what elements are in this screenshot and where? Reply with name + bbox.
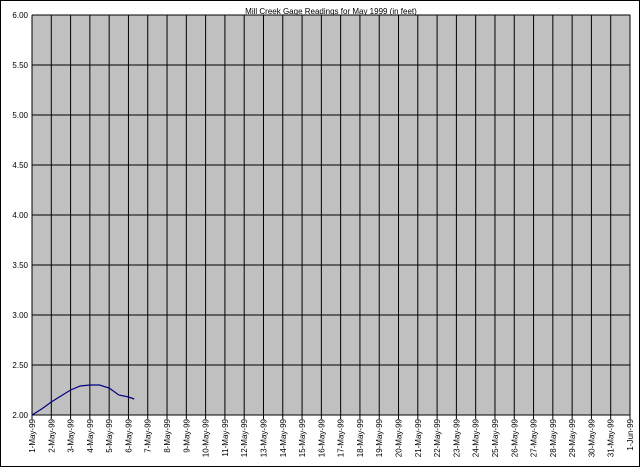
x-tick-label: 8-May-99 xyxy=(163,418,172,452)
x-tick-label: 22-May-99 xyxy=(433,418,442,457)
chart-title: Mill Creek Gage Readings for May 1999 (i… xyxy=(245,7,417,16)
y-tick-label: 6.00 xyxy=(12,11,28,20)
x-tick-label: 1-Jun-99 xyxy=(626,418,635,450)
x-tick-label: 14-May-99 xyxy=(279,418,288,457)
x-tick-label: 23-May-99 xyxy=(452,418,461,457)
data-line xyxy=(31,384,135,416)
y-tick-label: 2.50 xyxy=(12,361,28,370)
x-tick-label: 4-May-99 xyxy=(86,418,95,452)
y-tick-label: 3.50 xyxy=(12,261,28,270)
x-tick-label: 29-May-99 xyxy=(568,418,577,457)
x-tick-label: 16-May-99 xyxy=(317,418,326,457)
x-tick-label: 26-May-99 xyxy=(510,418,519,457)
x-tick-label: 6-May-99 xyxy=(124,418,133,452)
x-tick-label: 3-May-99 xyxy=(67,418,76,452)
x-tick-label: 19-May-99 xyxy=(375,418,384,457)
x-tick-label: 20-May-99 xyxy=(395,418,404,457)
x-tick-label: 17-May-99 xyxy=(337,418,346,457)
x-tick-label: 7-May-99 xyxy=(144,418,153,452)
y-tick-label: 4.50 xyxy=(12,161,28,170)
x-tick-label: 13-May-99 xyxy=(259,418,268,457)
x-tick-label: 28-May-99 xyxy=(549,418,558,457)
x-tick-label: 5-May-99 xyxy=(105,418,114,452)
x-tick-label: 15-May-99 xyxy=(298,418,307,457)
y-tick-label: 4.00 xyxy=(12,211,28,220)
x-tick-label: 1-May-99 xyxy=(28,418,37,452)
x-tick-label: 12-May-99 xyxy=(240,418,249,457)
x-tick-label: 24-May-99 xyxy=(472,418,481,457)
y-tick-label: 5.50 xyxy=(12,61,28,70)
x-tick-label: 11-May-99 xyxy=(221,418,230,456)
x-tick-label: 21-May-99 xyxy=(414,418,423,457)
x-tick-label: 30-May-99 xyxy=(587,418,596,457)
x-tick-label: 2-May-99 xyxy=(47,418,56,452)
x-tick-label: 9-May-99 xyxy=(182,418,191,452)
y-tick-label: 5.00 xyxy=(12,111,28,120)
x-tick-label: 10-May-99 xyxy=(202,418,211,457)
x-tick-label: 27-May-99 xyxy=(530,418,539,457)
y-tick-label: 3.00 xyxy=(12,311,28,320)
y-tick-label: 2.00 xyxy=(12,411,28,420)
x-tick-label: 18-May-99 xyxy=(356,418,365,457)
x-tick-label: 31-May-99 xyxy=(607,418,616,457)
x-tick-label: 25-May-99 xyxy=(491,418,500,457)
